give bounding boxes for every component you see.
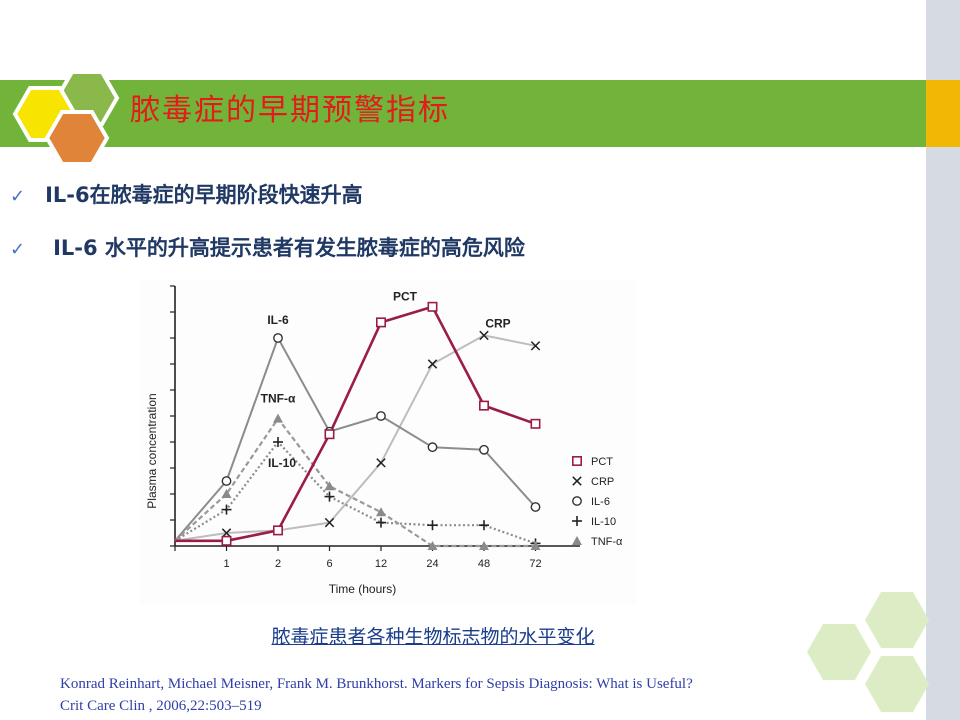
- reference-citation: Konrad Reinhart, Michael Meisner, Frank …: [60, 673, 693, 717]
- x-tick-label: 6: [326, 558, 332, 570]
- x-tick-label: 24: [426, 558, 438, 570]
- data-point-il-6: [273, 333, 283, 343]
- legend-label: TNF-α: [591, 536, 623, 548]
- chart-caption: 脓毒症患者各种生物标志物的水平变化: [271, 626, 595, 648]
- data-point-il-10: [273, 437, 283, 447]
- series-label: CRP: [485, 316, 510, 330]
- series-line-il-6: [174, 337, 537, 542]
- series-line-tnf-: [174, 417, 536, 548]
- x-tick-label: 48: [478, 558, 490, 570]
- legend-marker: [572, 476, 582, 486]
- x-tick-label: 72: [529, 558, 541, 570]
- reference-line-2: Crit Care Clin , 2006,22:503–519: [60, 698, 262, 714]
- data-point-crp: [427, 359, 438, 369]
- data-point-pct: [530, 418, 541, 429]
- data-point-tnf-: [479, 541, 489, 550]
- reference-line-1: Konrad Reinhart, Michael Meisner, Frank …: [60, 676, 693, 692]
- y-axis-label: Plasma concentration: [145, 393, 159, 508]
- data-point-tnf-: [376, 507, 386, 517]
- legend-label: PCT: [591, 456, 613, 468]
- series-label: TNF-α: [261, 392, 296, 406]
- bullet-text: IL-6 水平的升高提示患者有发生脓毒症的高危风险: [53, 236, 525, 260]
- series-label: PCT: [393, 289, 418, 303]
- data-point-pct: [376, 317, 387, 328]
- x-tick-label: 2: [275, 558, 281, 570]
- data-point-tnf-: [427, 541, 438, 550]
- data-point-il-6: [530, 502, 541, 512]
- data-point-il-10: [324, 491, 335, 502]
- series-line-il-10: [174, 440, 536, 545]
- x-axis-label: Time (hours): [329, 582, 397, 596]
- legend-label: IL-10: [591, 516, 616, 528]
- data-point-crp: [479, 330, 489, 341]
- data-point-il-6: [221, 476, 232, 486]
- data-point-pct: [324, 429, 335, 440]
- legend-marker: [571, 456, 582, 467]
- data-point-il-6: [479, 444, 489, 455]
- legend-marker: [572, 516, 582, 526]
- data-point-pct: [478, 400, 489, 411]
- data-point-crp: [530, 341, 541, 351]
- x-tick-label: 12: [375, 558, 387, 570]
- x-tick-label: 1: [223, 558, 229, 570]
- page-title: 脓毒症的早期预警指标: [130, 93, 450, 128]
- legend-label: IL-6: [591, 496, 610, 508]
- legend-marker: [572, 536, 582, 545]
- series-label: IL-10: [268, 456, 296, 470]
- bullet-item: ✓ IL-6 水平的升高提示患者有发生脓毒症的高危风险: [10, 234, 525, 264]
- data-point-pct: [273, 525, 284, 536]
- data-point-crp: [324, 517, 335, 528]
- data-point-crp: [376, 458, 386, 468]
- bullet-item: ✓ IL-6在脓毒症的早期阶段快速升高: [10, 181, 363, 211]
- data-point-il-6: [427, 442, 438, 453]
- right-accent-block: [926, 80, 960, 147]
- data-point-il-6: [376, 411, 386, 421]
- series-label: IL-6: [267, 313, 289, 327]
- data-point-pct: [427, 301, 438, 312]
- data-point-il-10: [221, 504, 232, 515]
- data-point-tnf-: [221, 489, 232, 498]
- series-line-pct: [175, 305, 536, 543]
- hexagon-logo-icon: [12, 70, 120, 165]
- checkmark-icon: ✓: [10, 239, 26, 260]
- data-point-pct: [221, 535, 232, 546]
- data-point-tnf-: [530, 541, 541, 550]
- legend-marker: [572, 496, 582, 506]
- data-point-il-10: [376, 517, 386, 528]
- decorative-hexagons-icon: [807, 592, 929, 712]
- data-point-il-10: [427, 520, 438, 531]
- checkmark-icon: ✓: [10, 186, 26, 207]
- title-bar: [0, 80, 926, 147]
- biomarker-chart: 1 2 6 12 24 48 72 Time (hours) Plasma concentrat…: [140, 280, 636, 605]
- data-point-tnf-: [273, 413, 283, 423]
- data-point-il-10: [479, 520, 489, 531]
- series-line-crp: [174, 334, 536, 542]
- legend-label: CRP: [591, 476, 614, 488]
- bullet-text: IL-6在脓毒症的早期阶段快速升高: [45, 183, 363, 207]
- data-point-tnf-: [324, 481, 335, 491]
- data-point-crp: [221, 528, 232, 538]
